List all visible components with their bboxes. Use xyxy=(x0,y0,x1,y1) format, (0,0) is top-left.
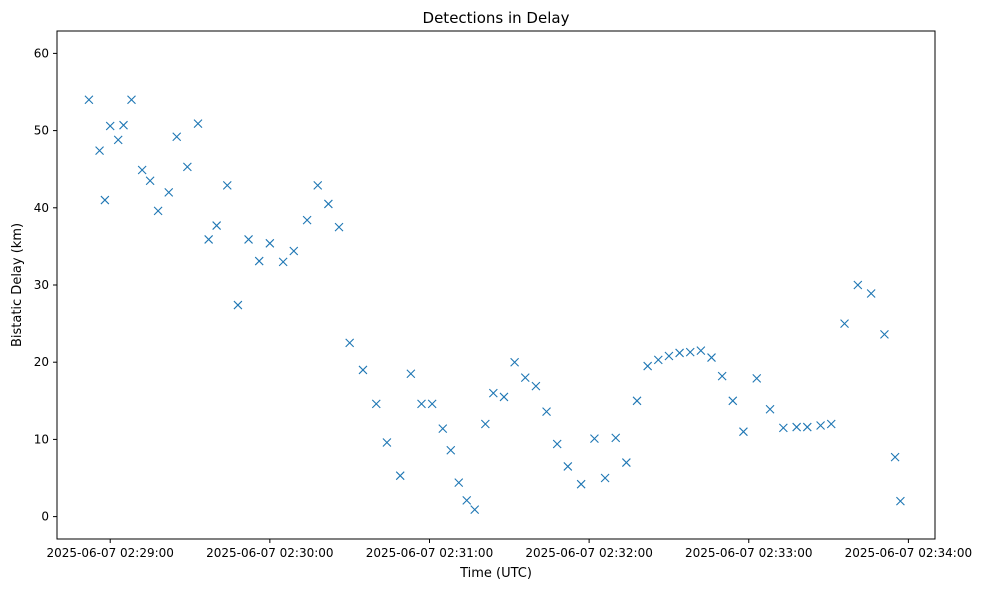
x-axis: 2025-06-07 02:29:00 2025-06-07 02:30:00 20… xyxy=(46,539,972,560)
data-point xyxy=(826,419,836,429)
chart-title: Detections in Delay xyxy=(423,9,570,27)
data-point xyxy=(204,235,214,244)
data-point xyxy=(752,374,762,383)
data-point xyxy=(358,365,368,375)
data-point xyxy=(313,181,323,190)
x-tick-label: 2025-06-07 02:32:00 xyxy=(525,546,652,560)
data-point xyxy=(127,95,136,105)
marker-layer xyxy=(84,95,905,515)
data-point xyxy=(480,419,490,429)
y-tick-label: 10 xyxy=(34,432,49,446)
data-point xyxy=(621,458,631,467)
data-point xyxy=(632,396,642,406)
data-point xyxy=(552,439,562,449)
data-point xyxy=(643,361,653,371)
data-point xyxy=(696,346,706,356)
data-point xyxy=(100,195,110,205)
y-axis-title: Bistatic Delay (km) xyxy=(10,223,25,347)
x-axis-title: Time (UTC) xyxy=(459,566,532,581)
x-tick-label: 2025-06-07 02:31:00 xyxy=(366,546,493,560)
y-tick-label: 20 xyxy=(34,355,49,369)
data-point xyxy=(802,422,812,432)
data-point xyxy=(406,369,416,379)
data-point xyxy=(446,445,456,455)
data-point xyxy=(488,388,498,398)
data-point xyxy=(145,176,155,186)
y-tick-label: 50 xyxy=(34,124,49,138)
data-point xyxy=(653,355,663,365)
data-point xyxy=(323,199,333,209)
y-tick-label: 40 xyxy=(34,201,49,215)
data-point xyxy=(95,146,104,156)
data-point xyxy=(172,132,182,142)
data-point xyxy=(371,399,381,409)
data-point xyxy=(265,238,275,248)
data-point xyxy=(717,371,727,381)
data-point xyxy=(382,438,392,447)
data-point xyxy=(739,427,748,437)
plot-area xyxy=(56,30,936,540)
data-point xyxy=(417,399,426,409)
data-point xyxy=(470,505,480,515)
data-point xyxy=(212,221,222,230)
data-point xyxy=(510,357,520,367)
data-point xyxy=(707,353,716,362)
data-point xyxy=(611,433,621,443)
data-point xyxy=(278,257,288,267)
data-point xyxy=(542,407,551,417)
data-point xyxy=(244,235,253,244)
data-point xyxy=(289,246,299,256)
data-point xyxy=(84,95,94,105)
data-point xyxy=(840,319,849,328)
data-point xyxy=(454,478,464,488)
data-point xyxy=(765,404,775,414)
data-point xyxy=(576,479,586,489)
data-point xyxy=(520,373,530,383)
data-point xyxy=(105,121,115,131)
data-point xyxy=(164,187,174,197)
data-point xyxy=(685,347,695,357)
data-point xyxy=(222,181,232,190)
data-point xyxy=(675,348,684,358)
data-point xyxy=(563,462,573,471)
data-point xyxy=(499,392,509,402)
data-point xyxy=(853,280,863,290)
data-point xyxy=(119,120,128,130)
data-point xyxy=(664,351,674,361)
data-point xyxy=(395,471,405,481)
y-axis: 0 10 20 30 40 50 60 xyxy=(34,46,57,524)
x-tick-label: 2025-06-07 02:29:00 xyxy=(46,546,173,560)
data-point xyxy=(345,338,355,348)
data-point xyxy=(728,396,738,406)
data-point xyxy=(778,423,788,433)
data-point xyxy=(193,119,203,129)
data-point xyxy=(137,165,147,175)
data-point xyxy=(600,473,610,483)
data-point xyxy=(880,330,889,339)
x-tick-label: 2025-06-07 02:33:00 xyxy=(685,546,812,560)
data-point xyxy=(896,496,905,506)
x-tick-label: 2025-06-07 02:34:00 xyxy=(845,546,972,560)
data-point xyxy=(302,215,312,225)
x-tick-label: 2025-06-07 02:30:00 xyxy=(206,546,333,560)
data-point xyxy=(182,162,192,172)
data-point xyxy=(427,399,437,409)
data-point xyxy=(153,206,163,216)
data-point xyxy=(462,496,472,505)
data-point xyxy=(816,421,825,430)
y-tick-label: 60 xyxy=(34,46,49,60)
data-point xyxy=(113,135,123,145)
data-point xyxy=(531,381,541,391)
data-point xyxy=(792,422,802,432)
y-tick-label: 30 xyxy=(34,278,49,292)
data-point xyxy=(233,300,243,310)
data-point xyxy=(254,256,264,266)
data-point xyxy=(438,424,448,433)
data-point xyxy=(334,222,344,232)
data-point xyxy=(866,289,876,298)
y-tick-label: 0 xyxy=(41,510,49,524)
data-point xyxy=(890,452,900,462)
data-point xyxy=(590,434,599,444)
